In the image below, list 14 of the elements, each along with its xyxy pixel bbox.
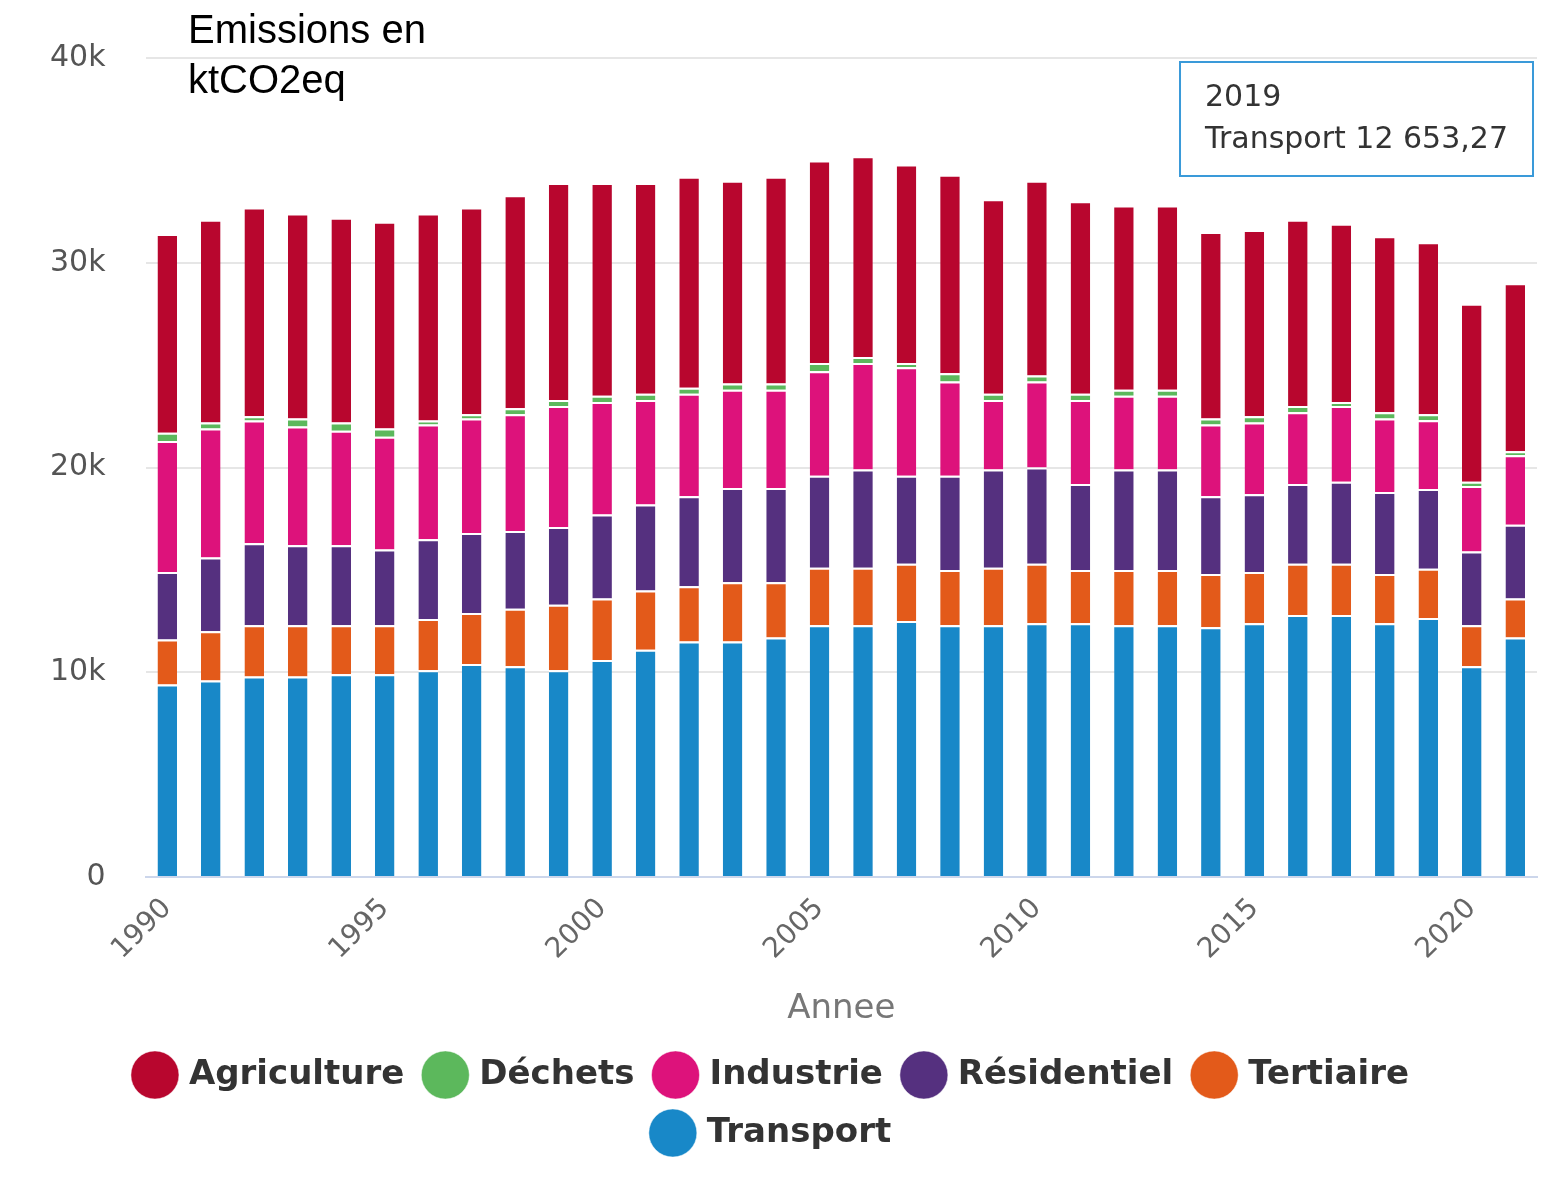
y-tick-label: 20k <box>50 447 107 483</box>
legend-label: Déchets <box>479 1051 635 1092</box>
legend-label: Transport <box>706 1109 892 1150</box>
y-tick-label: 30k <box>50 242 107 278</box>
legend-label: Tertiaire <box>1248 1051 1410 1092</box>
y-tick-label: 10k <box>50 652 107 688</box>
chart-title: Emissions en ktCO2eq <box>188 6 427 103</box>
legend-label: Agriculture <box>188 1051 405 1092</box>
y-tick-label: 40k <box>50 37 107 73</box>
annotation: 2019 Transport 12 653,27 <box>1204 77 1509 155</box>
legend-label: Résidentiel <box>957 1051 1174 1092</box>
y-tick-label: 0 <box>86 856 106 892</box>
x-axis-title: Annee <box>787 986 896 1027</box>
legend-label: Industrie <box>709 1051 883 1092</box>
